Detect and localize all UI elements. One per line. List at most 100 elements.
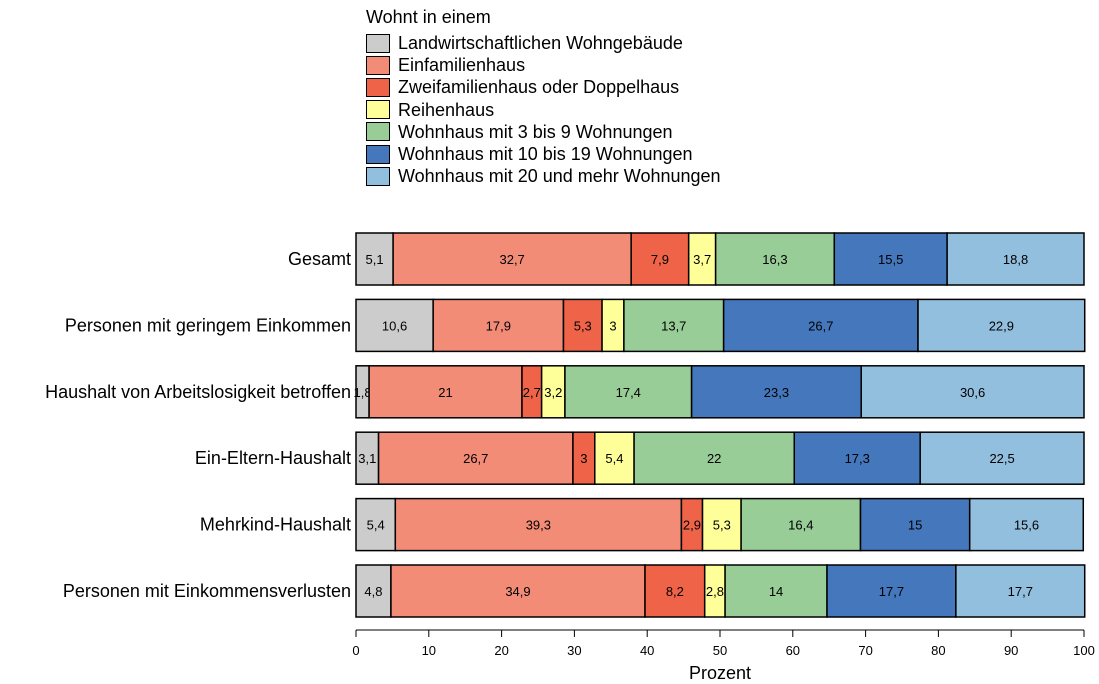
legend-swatch (366, 144, 390, 164)
data-label: 16,3 (762, 252, 787, 267)
data-label: 26,7 (808, 318, 833, 333)
x-tick-label: 60 (786, 643, 800, 658)
legend-label: Einfamilienhaus (398, 55, 526, 76)
bar-segment (355, 564, 392, 618)
data-label: 17,7 (1008, 584, 1033, 599)
x-axis: 0 10 20 30 40 50 60 70 80 90 100 (352, 629, 1095, 658)
bar-segment (394, 497, 683, 552)
chart-legend: Wohnt in einem Landwirtschaftlichen Wohn… (366, 6, 721, 187)
bar-segment (955, 564, 1086, 618)
x-tick-label: 50 (713, 643, 727, 658)
category-label: Gesamt (288, 249, 351, 269)
bar-segment (968, 497, 1085, 552)
legend-swatch (366, 166, 390, 186)
bar-segment (919, 431, 1085, 485)
category-label: Personen mit geringem Einkommen (65, 315, 351, 335)
legend-item: Wohnhaus mit 10 bis 19 Wohnungen (366, 143, 721, 165)
bar-segment (833, 232, 948, 286)
data-label: 23,3 (764, 385, 789, 400)
legend-items: Landwirtschaftlichen Wohngebäude Einfamil… (366, 32, 721, 187)
legend-label: Zweifamilienhaus oder Doppelhaus (398, 77, 680, 98)
bar-area: 5,1 32,7 7,9 3,7 16,3 15,5 18,810,6 17,9 5,3 3 13,… (354, 232, 1086, 618)
category-labels: Gesamt Personen mit geringem Einkommen Hau… (45, 249, 351, 601)
bar-segment (630, 232, 690, 286)
data-label: 18,8 (1003, 252, 1028, 267)
legend-swatch (366, 122, 390, 142)
data-label: 15,5 (878, 252, 903, 267)
legend-title: Wohnt in einem (366, 7, 491, 27)
bar-segment (644, 564, 706, 618)
bar-segment (917, 298, 1086, 353)
legend-label: Reihenhaus (398, 99, 495, 120)
data-label: 5,3 (574, 318, 592, 333)
bar-segment (594, 431, 635, 485)
data-label: 26,7 (463, 451, 488, 466)
x-tick-label: 70 (858, 643, 872, 658)
legend-swatch (366, 77, 390, 97)
bar-segment (860, 365, 1085, 419)
data-label: 22 (707, 451, 721, 466)
bar-segment (390, 564, 646, 618)
bar-segment (946, 232, 1085, 286)
bar-segment (377, 431, 574, 485)
x-tick-label: 90 (1004, 643, 1018, 658)
data-label: 17,4 (616, 385, 641, 400)
data-label: 4,8 (364, 584, 382, 599)
x-tick-label: 80 (931, 643, 945, 658)
legend-swatch (366, 55, 390, 75)
x-axis-label: Prozent (689, 663, 751, 683)
category-label: Haushalt von Arbeitslosigkeit betroffen (45, 382, 351, 402)
data-label: 2,8 (706, 584, 724, 599)
data-label: 3,1 (358, 451, 376, 466)
bar-segment (714, 232, 836, 286)
category-label: Ein-Eltern-Haushalt (195, 448, 351, 468)
legend-item: Reihenhaus (366, 99, 721, 121)
data-label: 1,8 (354, 385, 372, 400)
bar-segment (740, 497, 862, 552)
data-label: 5,4 (605, 451, 623, 466)
data-label: 2,7 (523, 385, 541, 400)
legend-item: Zweifamilienhaus oder Doppelhaus (366, 76, 721, 98)
data-label: 3,7 (693, 252, 711, 267)
legend-swatch (366, 100, 390, 120)
data-label: 34,9 (505, 584, 530, 599)
data-label: 22,9 (989, 318, 1014, 333)
legend-item: Wohnhaus mit 3 bis 9 Wohnungen (366, 121, 721, 143)
data-label: 15 (908, 518, 922, 533)
legend-item: Landwirtschaftlichen Wohngebäude (366, 32, 721, 54)
data-label: 39,3 (526, 518, 551, 533)
bar-segment (633, 431, 796, 485)
data-label: 3 (609, 318, 616, 333)
legend-label: Wohnhaus mit 20 und mehr Wohnungen (398, 166, 721, 187)
data-label: 10,6 (382, 318, 407, 333)
data-label: 3,2 (544, 385, 562, 400)
data-label: 21 (438, 385, 452, 400)
bar-segment (859, 497, 971, 552)
bar-segment (687, 232, 717, 286)
legend-label: Landwirtschaftlichen Wohngebäude (398, 33, 683, 54)
bar-segment (722, 298, 919, 353)
data-label: 30,6 (960, 385, 985, 400)
legend-label: Wohnhaus mit 3 bis 9 Wohnungen (398, 121, 673, 142)
legend-swatch (366, 33, 390, 53)
category-label: Mehrkind-Haushalt (200, 515, 351, 535)
x-tick-label: 30 (567, 643, 581, 658)
x-tick-label: 40 (640, 643, 654, 658)
data-label: 14 (769, 584, 783, 599)
data-label: 17,3 (845, 451, 870, 466)
bar-segment (368, 365, 523, 419)
x-tick-label: 0 (352, 643, 359, 658)
legend-item: Einfamilienhaus (366, 54, 721, 76)
bar-segment (724, 564, 828, 618)
legend-item: Wohnhaus mit 20 und mehr Wohnungen (366, 165, 721, 187)
data-label: 5,1 (366, 252, 384, 267)
bar-segment (793, 431, 921, 485)
bar-segment (690, 365, 862, 419)
data-label: 3 (580, 451, 587, 466)
data-label: 5,3 (713, 518, 731, 533)
data-label: 7,9 (651, 252, 669, 267)
legend-label: Wohnhaus mit 10 bis 19 Wohnungen (398, 144, 693, 165)
data-label: 22,5 (989, 451, 1014, 466)
data-label: 8,2 (666, 584, 684, 599)
